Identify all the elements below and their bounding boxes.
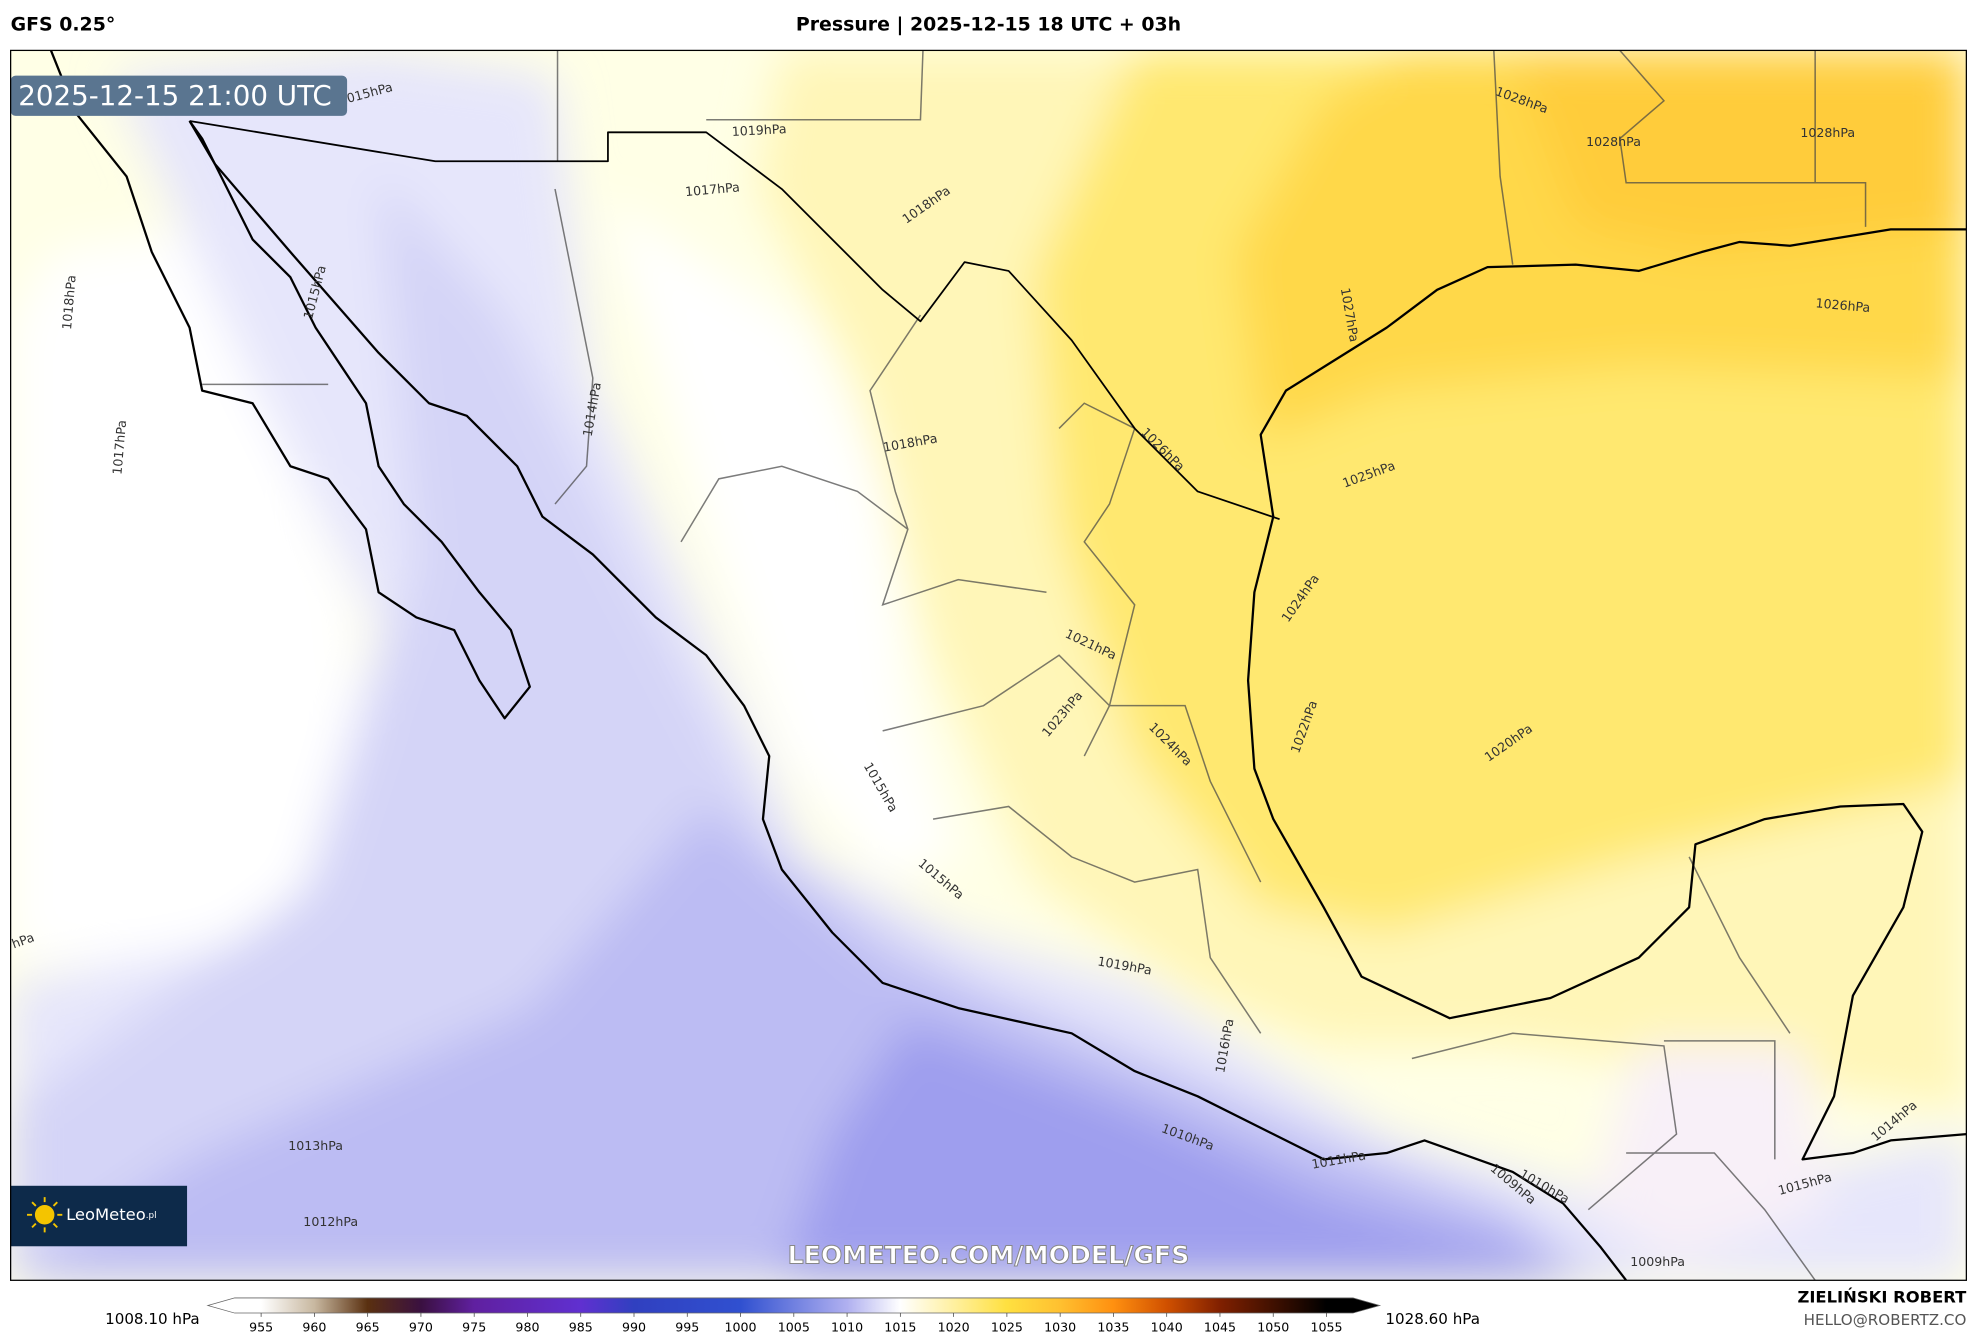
contour-label: 1026hPa	[1815, 295, 1871, 315]
colorbar-tick-label: 1035	[1097, 1320, 1129, 1335]
border	[554, 188, 594, 505]
colorbar-tick-label: 960	[302, 1320, 326, 1335]
colorbar-tick-label: 1055	[1310, 1320, 1342, 1335]
contour-label: 1012hPa	[303, 1214, 358, 1229]
timestamp: 2025-12-15 21:00 UTC	[18, 79, 332, 112]
border	[706, 50, 924, 121]
colorbar-tick-label: 1030	[1044, 1320, 1076, 1335]
colorbar-tick-label: 980	[515, 1320, 539, 1335]
border	[932, 805, 1262, 1034]
colorbar-tick-label: 965	[356, 1320, 380, 1335]
border	[882, 654, 1262, 883]
pacific-coast	[188, 120, 1628, 1281]
sun	[34, 1205, 55, 1225]
pressure-zone	[1512, 50, 1967, 253]
border	[1619, 50, 1867, 227]
contour-label: 1018hPa	[59, 274, 79, 330]
coastlines	[49, 50, 1967, 1281]
contour-label: 1028hPa	[1586, 134, 1641, 149]
timestamp-box	[10, 75, 348, 116]
colorbar-tick-label: 1020	[938, 1320, 970, 1335]
pressure-field	[10, 50, 1967, 1281]
baja-coast	[49, 50, 531, 720]
colorbar-tick-label: 1000	[725, 1320, 757, 1335]
colorbar-tick-label: 1015	[884, 1320, 916, 1335]
logo-text: LeoMeteo.pl	[66, 1204, 156, 1223]
colorbar-max: 1028.60 hPa	[1385, 1310, 1480, 1328]
gulf-coast	[1246, 228, 1967, 1161]
author: ZIELIŃSKI ROBERT	[1797, 1287, 1967, 1306]
map-frame	[10, 49, 1967, 1281]
border	[1058, 402, 1136, 757]
border	[1688, 856, 1791, 1034]
colorbar: 955 960 965 970 975 980 985 990 995 1000 1005 1010 1…	[206, 1297, 1382, 1335]
contour-label: 1017hPa	[109, 419, 129, 475]
colorbar-tick-label: 1050	[1257, 1320, 1289, 1335]
contour-label: 1028hPa	[1800, 125, 1855, 140]
colorbar-tick-label: 975	[462, 1320, 486, 1335]
colorbar-tick-label: 1045	[1204, 1320, 1236, 1335]
email: HELLO@ROBERTZ.CO	[1804, 1311, 1967, 1329]
colorbar-tick-label: 1025	[991, 1320, 1023, 1335]
colorbar-tick-label: 995	[675, 1320, 699, 1335]
border	[1663, 1040, 1776, 1160]
colorbar-tick-label: 985	[569, 1320, 593, 1335]
border	[1411, 1032, 1678, 1211]
colorbar-bar	[206, 1297, 1382, 1314]
colorbar-tick-label: 1005	[778, 1320, 810, 1335]
watermark: LEOMETEO.COM/MODEL/GFS	[788, 1240, 1190, 1269]
map-title: Pressure | 2025-12-15 18 UTC + 03h	[796, 14, 1181, 36]
colorbar-tick-label: 990	[622, 1320, 646, 1335]
border	[1626, 1152, 1816, 1281]
colorbar-tick-label: 970	[409, 1320, 433, 1335]
border	[680, 465, 909, 543]
contour-label: 1019hPa	[731, 121, 786, 139]
colorbar-tick-label: 1040	[1151, 1320, 1183, 1335]
colorbar-min: 1008.10 hPa	[105, 1310, 200, 1328]
sun-rays	[27, 1197, 63, 1233]
us-border	[189, 120, 1280, 521]
colorbar-tick-label: 1010	[831, 1320, 863, 1335]
contour-label: 1013hPa	[288, 1138, 343, 1153]
logo-name: LeoMeteo	[66, 1204, 146, 1223]
pressure-zone	[10, 176, 1639, 1281]
pressure-zone	[605, 201, 959, 883]
state-borders	[202, 50, 1867, 1281]
border	[1493, 50, 1514, 265]
pressure-zone	[781, 1020, 1576, 1281]
logo-icon	[27, 1197, 63, 1233]
colorbar-tick-label: 955	[249, 1320, 273, 1335]
pressure-zone	[10, 226, 366, 971]
contour-label: hPa	[10, 929, 36, 951]
model-name: GFS 0.25°	[11, 14, 116, 36]
contour-label: 1009hPa	[1630, 1254, 1685, 1269]
contour-label: 1017hPa	[685, 179, 741, 199]
logo-suffix: .pl	[146, 1210, 157, 1220]
